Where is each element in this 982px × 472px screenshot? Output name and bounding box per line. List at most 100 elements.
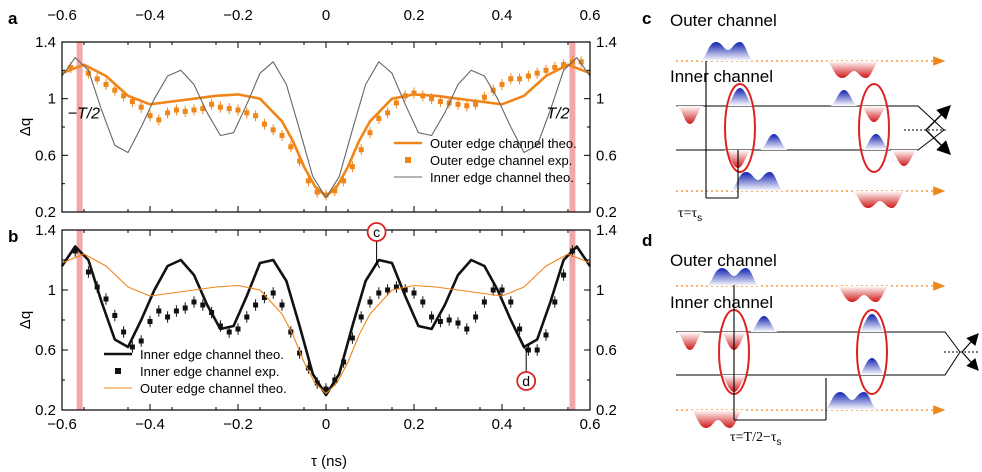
diagram-c-red-pulse-inner-2 (860, 106, 888, 122)
diagram-d-tau-sub: s (776, 437, 781, 448)
point-a-57 (578, 59, 584, 65)
point-b-19 (244, 314, 250, 320)
legend-label-b-2: Outer edge channel theo. (140, 381, 287, 396)
point-a-32 (358, 147, 364, 153)
point-b-49 (508, 299, 514, 305)
diagram-d-blue-pulse-outer-2 (824, 392, 878, 410)
diagram-c-outer-label: Outer channel (670, 11, 777, 30)
point-a-48 (499, 82, 505, 87)
legend-label-a-0: Outer edge channel theo. (430, 136, 577, 151)
panel-label-a: a (8, 9, 18, 28)
diagram-d-inner-path-bottom (676, 351, 961, 376)
point-b-13 (191, 299, 197, 305)
point-a-7 (138, 104, 144, 110)
point-b-45 (473, 314, 479, 320)
point-b-40 (429, 314, 435, 320)
legend-label-a-2: Inner edge channel theo. (430, 170, 574, 185)
point-a-19 (244, 110, 250, 116)
ytick-label-left-b-3: 1.4 (35, 222, 56, 239)
point-a-27 (314, 189, 320, 195)
point-b-0 (72, 248, 78, 254)
point-a-20 (253, 113, 259, 119)
point-b-55 (561, 272, 567, 278)
ytick-label-left-a-2: 1 (48, 91, 56, 108)
point-a-39 (420, 93, 426, 99)
diagram-c: Outer channel Inner channel τ=τs (670, 11, 951, 224)
ytick-label-right-a-1: 0.6 (596, 147, 617, 164)
point-a-22 (270, 127, 276, 133)
diagram-c-inner-label: Inner channel (670, 67, 773, 86)
diagram-c-ellipse-right (858, 83, 890, 173)
point-b-23 (279, 302, 285, 308)
xtick-label-bottom-b-1: −0.4 (135, 416, 165, 433)
point-a-37 (402, 93, 408, 99)
legend-label-b-0: Inner edge channel theo. (140, 347, 284, 362)
xtick-label-bottom-b-0: −0.6 (47, 416, 77, 433)
point-b-39 (420, 299, 426, 305)
point-a-11 (173, 107, 179, 113)
point-a-9 (156, 117, 162, 123)
diagram-c-blue-pulse-outer-2 (730, 172, 784, 191)
point-a-43 (455, 101, 461, 107)
point-b-34 (376, 290, 382, 296)
panel-label-d: d (642, 231, 652, 250)
diagram-c-blue-pulse-inner-2 (830, 90, 858, 106)
xtick-label-top-a-6: 0.6 (580, 7, 601, 24)
point-a-45 (473, 101, 479, 107)
point-b-31 (349, 335, 355, 341)
diagram-c-blue-pulse-inner-4 (862, 134, 890, 150)
point-b-30 (341, 359, 347, 365)
point-a-50 (517, 76, 523, 82)
point-a-0 (68, 65, 74, 70)
point-b-14 (200, 302, 206, 308)
point-b-20 (253, 302, 259, 308)
diagram-d-out-arrow-down (961, 351, 979, 371)
point-a-24 (288, 144, 294, 150)
band-a-0 (76, 42, 83, 212)
diagram-c-red-pulse-outer (826, 61, 880, 78)
xtick-label-top-a-4: 0.2 (404, 7, 425, 24)
ytick-label-left-a-0: 0.2 (35, 204, 56, 221)
point-b-25 (297, 350, 303, 356)
point-b-2 (94, 284, 100, 290)
ytick-label-left-a-1: 0.6 (35, 147, 56, 164)
point-b-12 (182, 305, 188, 311)
legend-label-a-1: Outer edge channel exp. (430, 153, 572, 168)
point-a-4 (112, 87, 118, 93)
diagram-c-blue-pulse-inner-3 (760, 134, 788, 150)
point-b-42 (446, 317, 452, 323)
ytick-label-right-b-3: 1.4 (596, 222, 617, 239)
point-a-29 (332, 188, 338, 194)
point-a-6 (129, 99, 135, 104)
point-b-10 (165, 314, 171, 320)
point-b-44 (464, 326, 470, 332)
point-b-11 (173, 308, 179, 314)
diagram-d-blue-pulse-inner-1 (750, 316, 778, 332)
xtick-label-top-a-3: 0 (322, 7, 330, 24)
point-a-53 (543, 67, 549, 73)
point-b-15 (209, 310, 215, 315)
point-b-22 (270, 290, 276, 296)
point-b-35 (385, 287, 391, 293)
annotation-circle-d (516, 371, 537, 391)
point-b-27 (314, 380, 320, 386)
point-b-47 (490, 287, 496, 293)
band-a-1 (569, 42, 576, 212)
diagram-c-red-pulse-outer-2 (852, 191, 906, 208)
diagram-c-blue-pulse-outer (700, 42, 754, 61)
diagram-d-blue-pulse-outer (706, 268, 760, 286)
diagram-d: Outer channel Inner channel τ=T/2−τs (670, 251, 980, 448)
point-b-48 (499, 287, 505, 293)
xtick-label-bottom-b-4: 0.2 (404, 416, 425, 433)
plot-panel-b: −0.6 −0.4 −0.2 0 0.2 0.4 0.60.2 0.20.6 0.61 11.4 1… (17, 222, 617, 433)
point-a-3 (103, 82, 109, 87)
diagram-d-blue-pulse-inner-2 (858, 314, 886, 332)
band-b-0 (76, 230, 83, 410)
point-b-9 (156, 308, 162, 314)
diagram-c-red-pulse-inner-4 (890, 150, 918, 166)
point-b-4 (112, 313, 118, 318)
point-a-26 (305, 178, 311, 184)
ytick-label-right-b-0: 0.2 (596, 402, 617, 419)
legend-marker-b-1 (115, 368, 121, 374)
